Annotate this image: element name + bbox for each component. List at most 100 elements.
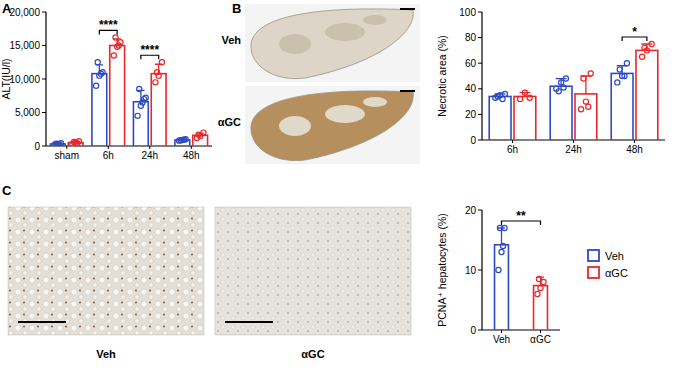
y-axis-label: ALT(IU/l) (0, 58, 12, 99)
y-tick (42, 45, 46, 46)
image-frame (245, 86, 420, 164)
panel-letter: C (2, 183, 12, 198)
image-label: Veh (221, 34, 241, 46)
data-point (57, 142, 62, 146)
data-point (75, 141, 80, 146)
figure: 05,00010,00015,00020,000sham6h24h48hALT(… (0, 0, 677, 376)
bar (514, 96, 536, 140)
image-label: Veh (96, 348, 116, 360)
data-point (137, 86, 142, 91)
y-axis-label: PCNA⁺ hepatocytes (%) (436, 213, 448, 327)
data-point (98, 71, 103, 76)
tissue-patch (279, 116, 311, 136)
scale-bar (225, 321, 273, 323)
scale-bar (400, 90, 415, 92)
data-point (559, 80, 564, 85)
panel-letter: B (232, 1, 241, 16)
bar (575, 94, 597, 140)
section-images: Veh αGC (218, 4, 420, 164)
marks (495, 225, 548, 330)
data-point (563, 76, 568, 81)
y-tick (478, 210, 482, 211)
y-tick (42, 12, 46, 13)
x-tick-label: 24h (141, 150, 158, 161)
y-tick-label: 40 (465, 83, 477, 94)
data-point (536, 276, 541, 281)
chart: 05,00010,00015,00020,000sham6h24h48hALT(… (0, 1, 212, 161)
y-tick-label: 20 (465, 205, 477, 216)
bar (550, 86, 572, 140)
image-label: αGC (218, 116, 241, 128)
data-point (500, 96, 505, 101)
data-point (586, 104, 591, 109)
y-tick (478, 270, 482, 271)
data-point (538, 285, 543, 290)
data-point (113, 35, 118, 40)
data-point (535, 291, 540, 296)
significance-label: ** (516, 209, 526, 223)
data-point (522, 90, 527, 95)
bar (151, 74, 166, 146)
significance-label: **** (140, 43, 159, 57)
tissue-patch (279, 34, 311, 54)
x-tick-label: Veh (493, 334, 510, 345)
image-label: αGC (301, 348, 324, 360)
error-bar (641, 44, 652, 50)
scale-bar (18, 321, 66, 323)
data-point (622, 73, 627, 78)
data-point (581, 76, 586, 81)
y-tick-label: 60 (465, 58, 477, 69)
data-point (588, 71, 593, 76)
bar (611, 73, 633, 140)
y-tick-label: 10,000 (9, 74, 40, 85)
y-tick (478, 37, 482, 38)
data-point (642, 45, 647, 50)
panel-letter: A (2, 1, 12, 16)
data-point (527, 95, 532, 100)
tissue-patch (363, 15, 387, 25)
y-tick (42, 79, 46, 80)
y-tick-label: 5,000 (15, 107, 40, 118)
legend-swatch (588, 267, 599, 278)
bar (110, 46, 125, 147)
data-point (196, 132, 201, 137)
x-tick (108, 146, 109, 149)
legend-swatch (588, 250, 599, 261)
micrograph (8, 207, 204, 335)
y-tick-label: 0 (34, 141, 40, 152)
y-tick-label: 0 (470, 325, 476, 336)
data-point (496, 267, 501, 272)
y-tick (478, 114, 482, 115)
data-point (95, 60, 100, 65)
y-tick (478, 63, 482, 64)
data-point (556, 89, 561, 94)
y-tick-label: 20 (465, 109, 477, 120)
bar (495, 245, 509, 330)
y-tick-label: 0 (470, 135, 476, 146)
error-bar (617, 66, 628, 74)
y-axis (481, 12, 482, 140)
data-point (116, 43, 121, 48)
x-tick (634, 140, 635, 143)
bar (534, 286, 548, 330)
liver-section (251, 9, 413, 79)
data-point (71, 139, 76, 144)
x-tick (512, 140, 513, 143)
data-point (181, 137, 186, 142)
data-point (153, 80, 158, 85)
data-point (93, 83, 98, 88)
bar (133, 102, 148, 146)
data-point (615, 80, 620, 85)
y-tick (42, 146, 46, 147)
liver-section (251, 91, 413, 161)
x-tick-label: sham (55, 150, 79, 161)
bar (636, 50, 658, 140)
x-tick (66, 146, 67, 149)
y-tick (478, 330, 482, 331)
x-axis (482, 329, 560, 330)
x-tick (501, 330, 502, 333)
data-point (500, 243, 505, 248)
x-tick-label: αGC (530, 334, 551, 345)
significance-label: **** (99, 18, 118, 32)
data-point (624, 61, 629, 66)
